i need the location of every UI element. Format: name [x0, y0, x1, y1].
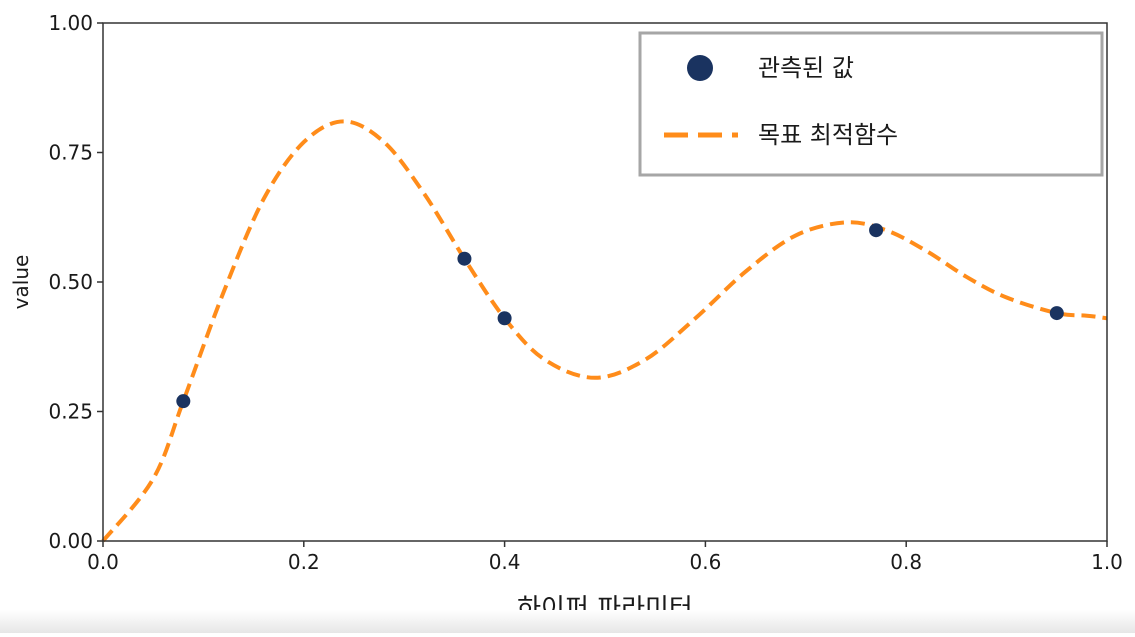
- y-axis-title: value: [9, 255, 33, 310]
- observed-point: [1049, 306, 1064, 321]
- legend-label: 목표 최적함수: [758, 121, 898, 149]
- x-tick-label: 0.4: [489, 550, 521, 574]
- observed-point: [176, 394, 191, 409]
- x-tick-label: 1.0: [1091, 550, 1123, 574]
- observed-point: [457, 251, 472, 266]
- x-tick-label: 0.2: [288, 550, 320, 574]
- x-tick-label: 0.0: [87, 550, 119, 574]
- legend-label: 관측된 값: [758, 54, 854, 82]
- legend-box: [638, 31, 1104, 177]
- plot-area: [101, 119, 1108, 543]
- observed-point: [869, 223, 884, 238]
- bottom-fade: [0, 610, 1135, 633]
- objective-function-line: [101, 119, 1108, 543]
- observed-point: [497, 311, 512, 326]
- legend: 관측된 값목표 최적함수: [638, 31, 1104, 177]
- y-tick-label: 0.75: [48, 141, 93, 165]
- y-tick-label: 1.00: [48, 11, 93, 35]
- x-tick-label: 0.6: [689, 550, 721, 574]
- legend-marker-circle: [687, 55, 713, 81]
- x-tick-label: 0.8: [890, 550, 922, 574]
- y-tick-label: 0.00: [48, 529, 93, 553]
- y-tick-label: 0.25: [48, 400, 93, 424]
- y-tick-label: 0.50: [48, 270, 93, 294]
- axes: 0.0 0.2 0.4 0.6 0.8 1.00.000.250.500.751.00하이…: [9, 11, 1123, 624]
